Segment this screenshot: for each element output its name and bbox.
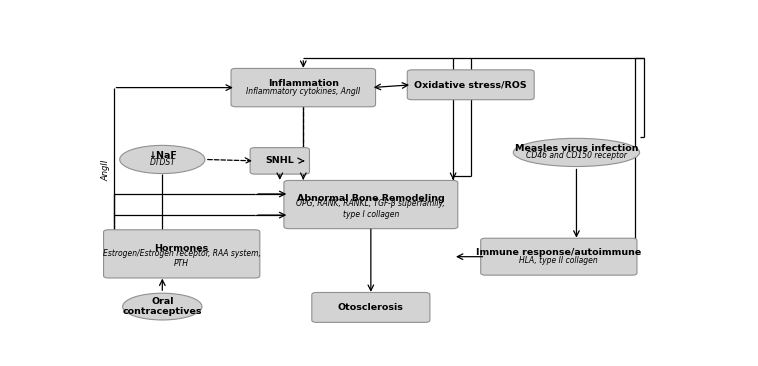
Text: Abnormal Bone Remodeling: Abnormal Bone Remodeling	[297, 194, 445, 203]
FancyBboxPatch shape	[250, 147, 309, 174]
Text: Inflammatory cytokines, AngII: Inflammatory cytokines, AngII	[246, 87, 360, 96]
Ellipse shape	[120, 145, 205, 173]
Text: Measles virus infection: Measles virus infection	[515, 144, 638, 153]
Text: Oral
contraceptives: Oral contraceptives	[123, 297, 202, 316]
Text: Inflammation: Inflammation	[268, 79, 339, 88]
Text: CD46 and CD150 receptor: CD46 and CD150 receptor	[526, 151, 627, 160]
Text: HLA, type II collagen: HLA, type II collagen	[519, 255, 598, 265]
Text: Immune response/autoimmune: Immune response/autoimmune	[476, 248, 641, 257]
Text: Estrogen/Estrogen receptor, RAA system,
PTH: Estrogen/Estrogen receptor, RAA system, …	[103, 249, 261, 268]
Text: AngII: AngII	[102, 160, 111, 182]
FancyBboxPatch shape	[312, 292, 430, 322]
Text: Hormones: Hormones	[155, 244, 208, 253]
Text: DTDST: DTDST	[149, 158, 175, 167]
Text: OPG, RANK, RANKL, TGF-β superfamily,
type I collagen: OPG, RANK, RANKL, TGF-β superfamily, typ…	[296, 199, 445, 219]
FancyBboxPatch shape	[104, 230, 260, 278]
Text: SNHL: SNHL	[265, 156, 294, 165]
FancyBboxPatch shape	[481, 238, 637, 275]
Text: Oxidative stress/ROS: Oxidative stress/ROS	[415, 80, 527, 89]
Text: Otosclerosis: Otosclerosis	[338, 303, 404, 312]
Ellipse shape	[123, 293, 202, 320]
FancyBboxPatch shape	[407, 70, 534, 100]
Text: ↓NaF: ↓NaF	[148, 151, 177, 160]
FancyBboxPatch shape	[284, 180, 458, 229]
Ellipse shape	[513, 138, 640, 167]
FancyBboxPatch shape	[231, 68, 375, 107]
